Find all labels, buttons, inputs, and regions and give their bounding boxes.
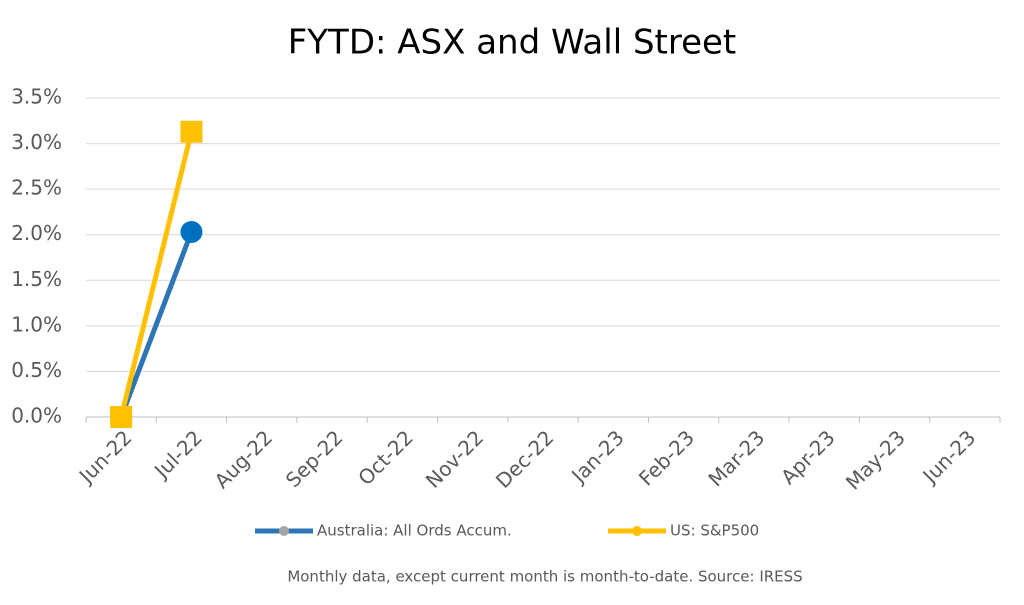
x-tick-label: Dec-22: [491, 425, 558, 492]
x-tick-label: Jul-22: [148, 425, 207, 484]
y-tick-label: 0.5%: [11, 358, 62, 382]
y-tick-label: 2.5%: [11, 176, 62, 200]
y-tick-label: 1.0%: [11, 312, 62, 336]
legend-label: Australia: All Ords Accum.: [317, 522, 512, 540]
x-tick-label: Sep-22: [281, 425, 348, 492]
x-tick-label: Aug-22: [210, 425, 278, 493]
y-tick-label: 3.0%: [11, 130, 62, 154]
x-tick-label: Feb-23: [634, 425, 699, 490]
legend-marker: [632, 526, 642, 536]
legend-label: US: S&P500: [670, 522, 759, 540]
legend-marker: [279, 526, 289, 536]
y-tick-label: 2.0%: [11, 221, 62, 245]
x-tick-label: Jun-23: [917, 425, 981, 489]
x-tick-label: Oct-22: [353, 425, 418, 490]
marker: [180, 120, 203, 143]
footnote: Monthly data, except current month is mo…: [287, 568, 802, 586]
x-tick-label: Apr-23: [776, 425, 840, 489]
y-tick-label: 3.5%: [11, 85, 62, 109]
marker: [110, 406, 133, 428]
marker: [180, 220, 203, 243]
series-line: [118, 131, 194, 418]
chart-title: FYTD: ASX and Wall Street: [288, 23, 737, 63]
x-tick-label: Jun-22: [73, 425, 137, 489]
x-tick-label: Nov-22: [421, 425, 488, 492]
y-tick-label: 0.0%: [11, 404, 62, 428]
x-tick-label: Jan-23: [565, 425, 628, 488]
y-tick-label: 1.5%: [11, 267, 62, 291]
x-tick-label: Mar-23: [703, 425, 769, 491]
x-tick-label: May-23: [841, 425, 910, 494]
series-line: [118, 231, 194, 418]
